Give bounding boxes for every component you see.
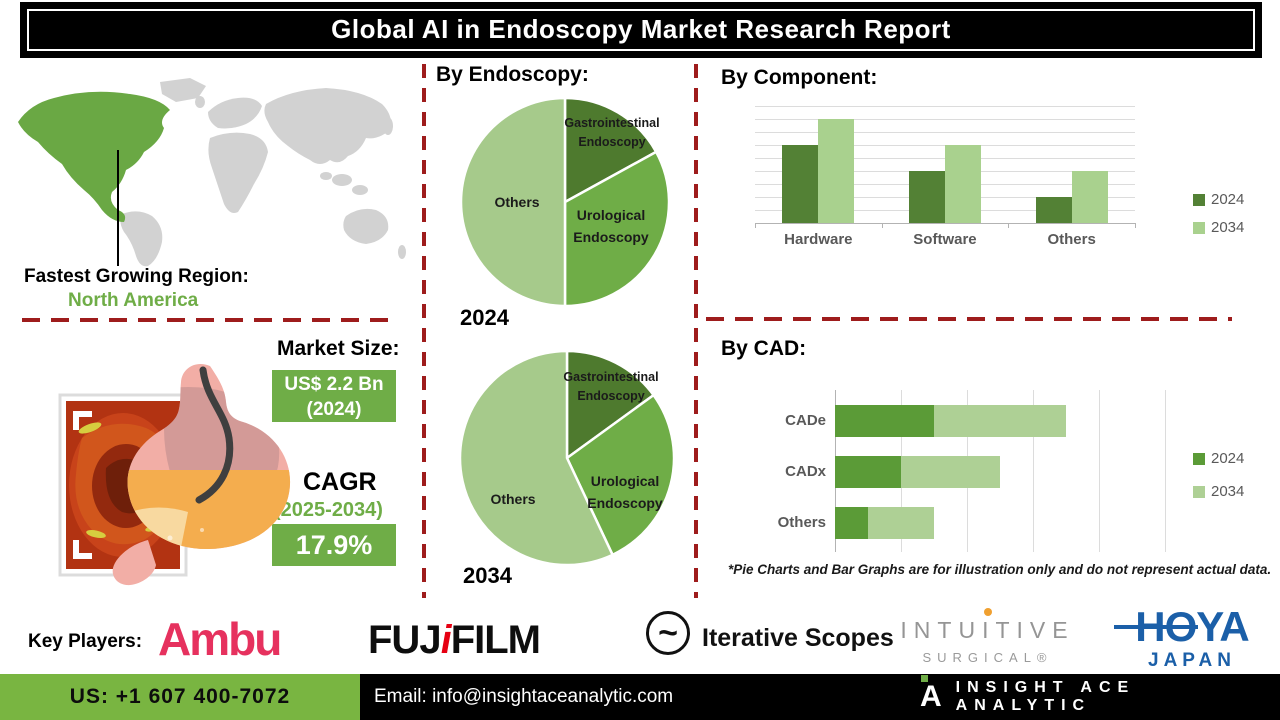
fujifilm-logo-post: FILM	[450, 618, 541, 662]
header-inner-border	[27, 9, 1255, 51]
footer-email-bar: Email: info@insightaceanalytic.com A INS…	[360, 674, 1280, 720]
map-uk	[195, 96, 205, 108]
iterative-scopes-logo: Iterative Scopes	[702, 624, 894, 652]
footer-phone-bar: US: +1 607 400-7072	[0, 674, 360, 720]
map-australia	[343, 208, 389, 244]
map-africa	[208, 132, 268, 213]
cagr-label: CAGR	[303, 468, 377, 496]
map-south-america	[120, 211, 163, 267]
divider-right-horizontal	[706, 317, 1232, 321]
tilde-glyph: ~	[658, 614, 678, 652]
market-size-value-line1: US$ 2.2 Bn	[284, 374, 384, 395]
map-indonesia-3	[320, 172, 332, 180]
brand-name: INSIGHT ACE ANALYTIC	[955, 679, 1136, 714]
market-size-value-box: US$ 2.2 Bn (2024)	[272, 370, 396, 422]
brand-mark-letter: A	[920, 680, 942, 713]
screen-corner-bracket-bottom	[73, 540, 92, 559]
hoya-wordmark: HOYA	[1114, 606, 1262, 648]
map-indonesia-2	[352, 185, 368, 195]
stomach-shape	[112, 363, 291, 586]
screen-corner-bracket-top	[73, 411, 92, 430]
phone-number: US: +1 607 400-7072	[69, 685, 291, 708]
map-asia	[264, 88, 391, 164]
intuitive-orange-dot-icon	[984, 608, 993, 616]
intuitive-pre: INTU	[900, 617, 983, 643]
pie-label-others: Others	[490, 491, 536, 507]
section-heading-endoscopy: By Endoscopy:	[436, 63, 589, 86]
map-europe	[208, 97, 262, 129]
pie-label-urological: Urological Endoscopy	[573, 207, 649, 246]
market-size-heading: Market Size:	[277, 337, 400, 360]
map-indonesia-1	[332, 174, 352, 186]
section-heading-component: By Component:	[721, 66, 878, 89]
pie-year-2034: 2034	[463, 563, 512, 588]
hoya-japan-text: JAPAN	[1148, 650, 1236, 671]
key-players-label: Key Players:	[28, 631, 143, 652]
cagr-value-box: 17.9%	[272, 524, 396, 566]
hoya-strikethrough-line	[1114, 625, 1198, 629]
intuitive-post: TIVE	[995, 617, 1075, 643]
iterative-scopes-tilde-icon: ~	[646, 611, 690, 655]
page-title: Global AI in Endoscopy Market Research R…	[331, 14, 951, 44]
section-heading-cad: By CAD:	[721, 337, 807, 360]
map-greenland	[160, 78, 206, 102]
divider-left-horizontal	[22, 318, 390, 322]
header-bar: Global AI in Endoscopy Market Research R…	[20, 2, 1262, 58]
pie-year-2024: 2024	[460, 305, 509, 330]
fujifilm-logo-pre: FUJ	[368, 618, 442, 662]
hoya-logo: HOYA JAPAN	[1114, 606, 1262, 672]
endoscope-tube	[195, 366, 234, 504]
map-new-zealand	[398, 245, 406, 259]
market-size-value-line2: (2024)	[306, 399, 362, 420]
pie-chart-endoscopy-2024: Gastrointestinal Endoscopy Urological En…	[440, 92, 700, 318]
disclaimer-note: *Pie Charts and Bar Graphs are for illus…	[728, 562, 1272, 577]
intuitive-wordmark: INTU ITIVE	[900, 608, 1075, 644]
map-japan	[383, 117, 393, 135]
cad-bar-chart: CADe CADx Others 2024 2034	[706, 330, 1266, 560]
intuitive-surgical-logo: INTU ITIVE SURGICAL®	[900, 608, 1075, 665]
email-address: Email: info@insightaceanalytic.com	[374, 686, 674, 707]
pie-label-gastrointestinal: Gastrointestinal Endoscopy	[564, 116, 660, 149]
surgical-wordmark: SURGICAL®	[922, 650, 1053, 665]
divider-vertical-1	[422, 64, 426, 598]
fastest-growing-region-heading: Fastest Growing Region:	[24, 266, 249, 287]
map-north-america-highlight	[18, 91, 170, 222]
brand-green-square-icon	[921, 675, 928, 682]
fujifilm-logo: FUJiFILM	[368, 618, 541, 663]
divider-vertical-2	[694, 64, 698, 598]
pie-label-urological: Urological Endoscopy	[587, 473, 663, 512]
pie-label-others: Others	[494, 194, 540, 210]
ambu-logo: Ambu	[158, 613, 282, 665]
pie-chart-endoscopy-2034: Gastrointestinal Endoscopy Urological En…	[440, 346, 700, 572]
insight-ace-logo-icon: A	[920, 675, 942, 713]
map-pointer-line	[117, 150, 119, 266]
cagr-period: (2025-2034)	[274, 499, 383, 521]
pie-label-gastrointestinal: Gastrointestinal Endoscopy	[563, 370, 659, 403]
intuitive-dotted-i: I	[982, 617, 996, 643]
component-bar-chart: Hardware Software Others 2024 2034	[706, 92, 1266, 262]
fastest-growing-region-value: North America	[68, 290, 199, 311]
world-map	[18, 78, 406, 267]
brand-logo-group: A INSIGHT ACE ANALYTIC	[920, 674, 1280, 720]
stomach-endoscopy-illustration	[58, 363, 291, 586]
